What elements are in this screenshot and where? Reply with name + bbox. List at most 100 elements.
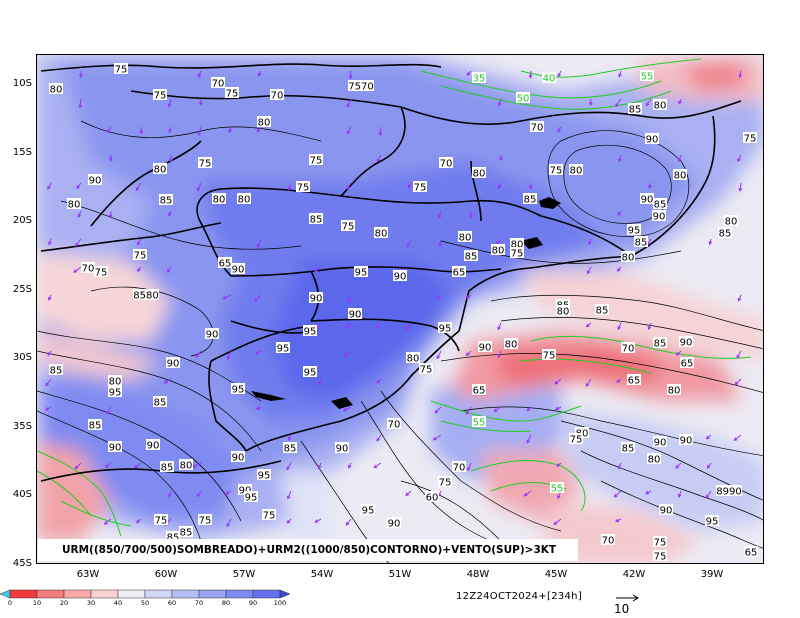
colorbar-tick-label: 100 [273,599,287,607]
wind-vector [256,126,262,133]
lon-label-54w: 54W [310,569,334,580]
svg-text:55: 55 [551,484,564,495]
wind-vector [45,378,52,387]
svg-text:70: 70 [271,91,284,102]
wind-vector [197,126,202,137]
wind-vector [677,154,682,163]
svg-text:80: 80 [654,101,667,112]
svg-text:90: 90 [206,330,219,341]
svg-text:70: 70 [622,344,635,355]
svg-text:50: 50 [517,94,530,105]
contour-label: 85 [153,396,167,409]
wind-vector [79,70,83,79]
wind-vector [348,70,353,80]
colorbar [0,589,291,599]
wind-vector [526,434,532,444]
contour-label: 70 [81,262,95,275]
wind-vector [436,350,442,360]
contour-label: 85 [179,526,193,539]
wind-vector [376,434,382,442]
svg-text:85: 85 [596,306,609,317]
wind-vector [648,182,652,189]
svg-text:85: 85 [284,444,297,455]
wind-vector [77,210,82,218]
wind-vector [107,126,112,134]
colorbar-min-arrow [0,589,11,599]
lon-label-45w: 45W [544,569,568,580]
wind-vector [528,182,533,190]
wind-vector [557,126,562,133]
colorbar-tick-label: 50 [140,599,150,607]
contour-label: 80 [621,251,635,264]
lat-label-40s: 40S [12,489,32,500]
wind-vector [197,70,202,79]
colorbar-cell [252,589,281,599]
svg-text:90: 90 [646,135,659,146]
contour-label: 75 [438,476,452,489]
contour-label: 95 [276,342,290,355]
wind-vector [195,350,202,358]
lon-label-42w: 42W [622,569,646,580]
svg-text:75: 75 [263,511,276,522]
contour-label: 75 [198,157,212,170]
svg-text:80: 80 [180,461,193,472]
wind-vector [738,70,742,79]
wind-vector [135,518,142,524]
colorbar-tick-label: 20 [59,599,69,607]
svg-text:95: 95 [258,471,271,482]
svg-text:95: 95 [109,388,122,399]
contour-label: 75 [653,550,667,563]
lon-label-48w: 48W [466,569,490,580]
lat-label-35s: 35S [12,421,32,432]
wind-vector [523,490,532,497]
contour-label: 65 [744,546,758,559]
contour-label: 75 [133,249,147,262]
contour-label: 95 [303,366,317,379]
lat-label-20s: 20S [12,215,32,226]
svg-text:90: 90 [167,359,180,370]
colorbar-tick-label: 10 [32,599,42,607]
wind-vector [437,210,442,219]
svg-text:80: 80 [154,165,167,176]
contour-label: 75 [653,536,667,549]
contour-label: 70 [621,342,635,355]
wind-vector [108,154,113,162]
svg-text:65: 65 [219,259,232,270]
contour-label: 80 [510,238,524,251]
contour-label: 7570 [348,80,374,93]
wind-vector [318,378,322,385]
contour-label: 85 [309,213,323,226]
contour-label: 80 [569,164,583,177]
lon-label-60w: 60W [154,569,178,580]
contour-label: 80 [257,116,271,129]
contour-label: 90 [348,308,362,321]
contour-label: 80 [724,215,738,228]
wind-vector [169,154,173,163]
contour-label: 75 [569,433,583,446]
wind-vector [103,518,112,525]
svg-text:95: 95 [304,368,317,379]
svg-text:85: 85 [161,463,174,474]
colorbar-cell [63,589,92,599]
wind-vector [226,350,232,361]
svg-text:70: 70 [388,420,401,431]
wind-vector [196,490,202,498]
wind-vector [104,462,112,468]
wind-vector [135,182,142,192]
svg-text:90: 90 [660,506,673,517]
wind-vector [528,70,533,79]
contour-label: 95 [361,504,375,517]
contour-label: 85 [160,461,174,474]
wind-vector [497,182,502,189]
wind-vector [706,462,712,469]
wind-vector [734,378,742,386]
svg-text:80: 80 [68,200,81,211]
contour-label: 85 [634,236,648,249]
contour-label: 90 [645,133,659,146]
svg-text:70: 70 [602,536,615,547]
wind-vector [497,98,502,107]
svg-text:85: 85 [167,533,180,544]
wind-vector [466,294,472,299]
svg-text:85: 85 [160,196,173,207]
wind-vector [342,406,352,412]
